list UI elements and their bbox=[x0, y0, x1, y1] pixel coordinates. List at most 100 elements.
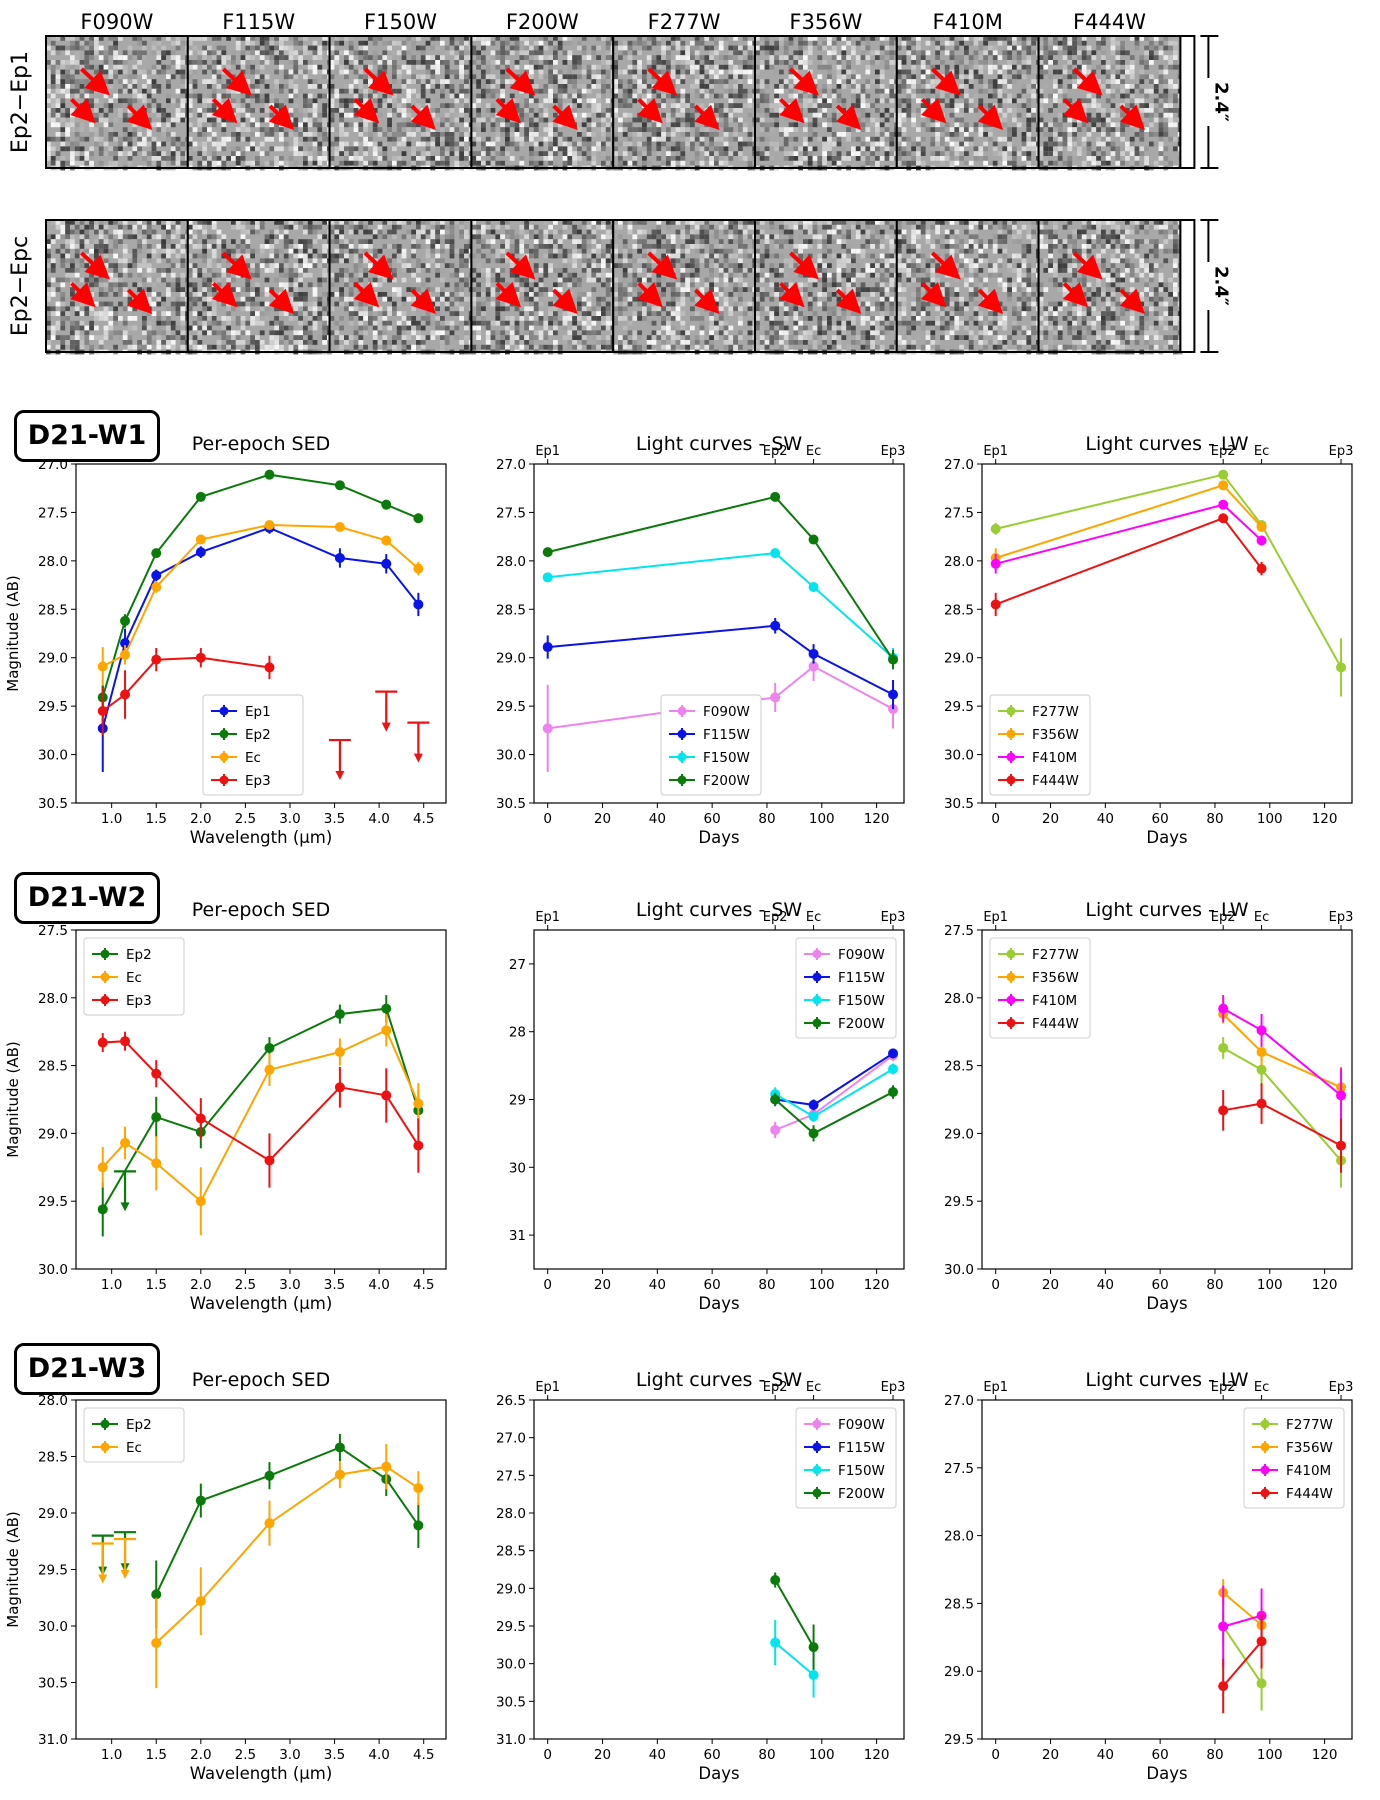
legend-box bbox=[202, 694, 304, 796]
series-ec bbox=[91, 1444, 424, 1689]
legend-label: F150W bbox=[838, 993, 885, 1009]
epoch-label: Ep3 bbox=[881, 444, 906, 459]
legend-box bbox=[83, 937, 185, 1016]
stamp-filter-label: F200W bbox=[506, 10, 579, 34]
x-tick-label: 3.0 bbox=[279, 1747, 300, 1763]
series-line bbox=[774, 1641, 815, 1676]
y-tick-label: 27.5 bbox=[944, 923, 974, 939]
data-point bbox=[808, 648, 819, 659]
legend-marker bbox=[1260, 1442, 1270, 1452]
y-tick-label: 27.5 bbox=[944, 505, 974, 521]
legend-label: F410M bbox=[1032, 993, 1077, 1009]
upper-limit-arrow-icon bbox=[413, 753, 423, 763]
y-tick-label: 30.5 bbox=[38, 796, 68, 812]
y-tick-label: 29.5 bbox=[944, 1732, 974, 1748]
data-point bbox=[151, 1068, 162, 1079]
chart-d21-w1-lc-sw: Light curves - SW 0 20 40 60 80 100 120 27.0 27.5… bbox=[496, 433, 906, 847]
red-arrow-icon bbox=[789, 251, 819, 280]
stamp-filter-label: F444W bbox=[1073, 10, 1146, 34]
series-line bbox=[774, 1579, 815, 1648]
red-arrow-icon bbox=[835, 104, 862, 130]
x-tick-label: 20 bbox=[594, 1277, 611, 1293]
legend-marker bbox=[219, 752, 229, 762]
epoch-label: Ep3 bbox=[1329, 1380, 1354, 1395]
y-tick-label: 27.0 bbox=[38, 457, 68, 473]
data-point bbox=[413, 513, 424, 524]
stamp-filter-label: F356W bbox=[789, 10, 862, 34]
upper-limit-arrow-icon bbox=[98, 1574, 108, 1584]
series-ec bbox=[97, 1014, 424, 1236]
series-f444w bbox=[1218, 1614, 1267, 1714]
x-tick-label: 80 bbox=[1206, 1747, 1223, 1763]
x-tick-label: 2.5 bbox=[235, 1747, 256, 1763]
chart-title: Per-epoch SED bbox=[192, 899, 331, 921]
stamp-filter-label: F410M bbox=[933, 10, 1003, 34]
x-axis-label: Days bbox=[698, 1764, 739, 1783]
series-line bbox=[102, 1040, 420, 1162]
x-tick-label: 120 bbox=[864, 1747, 890, 1763]
x-tick-label: 100 bbox=[1257, 1277, 1283, 1293]
legend-label: Ec bbox=[245, 750, 261, 766]
epoch-label: Ec bbox=[806, 1380, 821, 1395]
data-point bbox=[770, 1575, 781, 1586]
data-point bbox=[195, 534, 206, 545]
difference-stamp bbox=[186, 35, 332, 171]
series-ep2 bbox=[97, 995, 424, 1237]
y-tick-label: 29.0 bbox=[38, 1126, 68, 1142]
epoch-label: Ep2 bbox=[1211, 444, 1236, 459]
difference-stamp bbox=[754, 219, 899, 355]
data-point bbox=[1256, 535, 1267, 546]
legend-marker bbox=[100, 1419, 110, 1429]
stamp-row-label: Ep2−Ep1 bbox=[8, 51, 33, 153]
x-tick-label: 1.5 bbox=[145, 811, 166, 827]
data-point bbox=[770, 491, 781, 502]
data-point bbox=[888, 1048, 899, 1059]
series-f444w bbox=[1218, 1083, 1347, 1173]
epoch-label: Ep1 bbox=[983, 444, 1008, 459]
series-f410m bbox=[1218, 995, 1347, 1123]
chart-title: Light curves - SW bbox=[636, 899, 803, 921]
data-point bbox=[1218, 480, 1229, 491]
legend-marker bbox=[100, 995, 110, 1005]
legend-label: Ep1 bbox=[245, 704, 271, 720]
difference-stamp bbox=[1037, 219, 1183, 355]
data-point bbox=[381, 1090, 392, 1101]
data-point bbox=[264, 1518, 275, 1529]
legend-box bbox=[660, 694, 762, 796]
red-arrow-icon bbox=[930, 67, 961, 96]
y-tick-label: 29.5 bbox=[944, 1194, 974, 1210]
epoch-label: Ep3 bbox=[881, 910, 906, 925]
data-point bbox=[808, 1128, 819, 1139]
legend-label: F410M bbox=[1032, 750, 1077, 766]
legend-label: F200W bbox=[838, 1016, 885, 1032]
legend-marker bbox=[1006, 995, 1016, 1005]
y-tick-label: 30.0 bbox=[38, 1262, 68, 1278]
x-tick-label: 2.5 bbox=[235, 811, 256, 827]
difference-stamp bbox=[895, 219, 1041, 355]
legend-marker bbox=[1260, 1419, 1270, 1429]
data-point bbox=[1218, 499, 1229, 510]
x-tick-label: 120 bbox=[864, 811, 890, 827]
red-arrow-icon bbox=[70, 97, 96, 124]
data-point bbox=[1336, 1140, 1347, 1151]
data-point bbox=[97, 1204, 108, 1215]
y-tick-label: 29.5 bbox=[944, 699, 974, 715]
legend-marker bbox=[812, 1442, 822, 1452]
data-point bbox=[808, 534, 819, 545]
red-arrow-icon bbox=[779, 281, 805, 308]
x-tick-label: 1.0 bbox=[101, 1747, 122, 1763]
data-point bbox=[264, 1470, 275, 1481]
series-line bbox=[547, 495, 894, 661]
x-tick-label: 0 bbox=[543, 1277, 552, 1293]
legend-box bbox=[1243, 1407, 1345, 1509]
epoch-label: Ep3 bbox=[1329, 910, 1354, 925]
y-tick-label: 30.5 bbox=[496, 1694, 526, 1710]
data-point bbox=[413, 1520, 424, 1531]
x-axis-label: Days bbox=[698, 828, 739, 847]
red-arrow-icon bbox=[221, 251, 252, 280]
x-tick-label: 0 bbox=[991, 811, 1000, 827]
data-point bbox=[1218, 469, 1229, 480]
x-tick-label: 60 bbox=[1152, 811, 1169, 827]
upper-limit-arrow-icon bbox=[335, 771, 345, 781]
series-line bbox=[547, 624, 894, 696]
